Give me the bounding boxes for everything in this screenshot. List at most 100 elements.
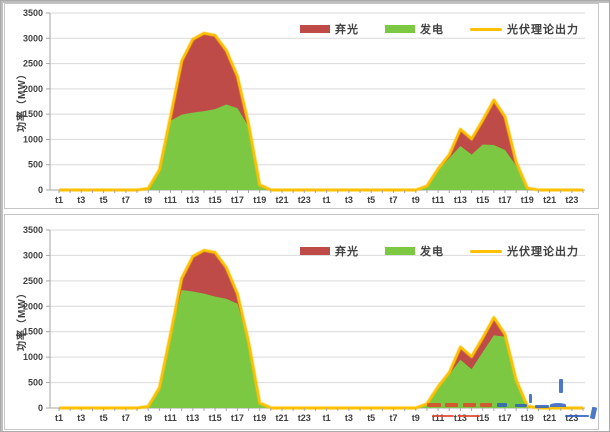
legend-item: 光伏理论出力 (470, 243, 579, 259)
x-tick-label: t1 (323, 195, 331, 205)
watermark-mark (550, 403, 566, 407)
x-tick-label: t21 (543, 413, 556, 423)
watermark-mark (515, 404, 527, 407)
x-tick-label: t13 (186, 195, 199, 205)
legend-item: 弃光 (300, 21, 359, 37)
x-tick-label: t9 (412, 195, 420, 205)
y-tick-label: 3000 (23, 33, 43, 43)
x-tick-label: t17 (498, 413, 511, 423)
watermark-mark (463, 403, 476, 407)
x-tick-label: t11 (164, 413, 177, 423)
x-tick-label: t7 (122, 195, 130, 205)
y-tick-label: 3000 (23, 250, 43, 260)
y-tick-label: 2500 (23, 59, 43, 69)
legend: 弃光 发电 光伏理论出力 (300, 243, 579, 259)
x-tick-label: t15 (476, 413, 489, 423)
y-tick-label: 500 (28, 378, 43, 388)
legend-item: 弃光 (300, 243, 359, 259)
chart-panel-bottom: 0 500 1000 1500 2000 2500 3000 3500 t1 t3 t5 t7 t9 t1… (4, 214, 599, 430)
x-tick-label: t7 (389, 413, 397, 423)
watermark-mark (529, 394, 532, 403)
x-tick-label: t3 (77, 413, 85, 423)
x-tick-label: t23 (565, 195, 578, 205)
watermark-mark (427, 403, 441, 407)
x-tick-label: t1 (323, 413, 331, 423)
legend-label: 弃光 (335, 246, 359, 258)
x-tick-label: t7 (122, 413, 130, 423)
x-tick-label: t19 (253, 195, 266, 205)
x-tick-label: t13 (186, 413, 199, 423)
watermark-mark (432, 415, 454, 417)
legend-item: 发电 (385, 21, 444, 37)
x-tick-label: t19 (521, 195, 534, 205)
watermark-mark (497, 403, 507, 407)
x-tick-label: t21 (543, 195, 556, 205)
y-tick-label: 3500 (23, 8, 43, 18)
generation-area (59, 290, 584, 408)
theoretical-line (59, 249, 584, 410)
x-tick-label: t9 (412, 413, 420, 423)
y-tick-label: 0 (38, 185, 43, 195)
x-tick-label: t23 (298, 195, 311, 205)
series-swatch (385, 25, 415, 33)
x-tick-label: t3 (77, 195, 85, 205)
x-tick-label: t19 (521, 413, 534, 423)
x-tick-label: t17 (231, 413, 244, 423)
y-axis-title: 功率（MW） (17, 68, 28, 132)
y-tick-label: 1000 (23, 134, 43, 144)
x-tick-label: t17 (231, 195, 244, 205)
x-tick-label: t3 (345, 413, 353, 423)
y-tick-label: 0 (38, 403, 43, 413)
x-tick-label: t11 (432, 413, 445, 423)
series-swatch (300, 25, 330, 33)
watermark-mark (565, 415, 589, 417)
x-tick-label: t11 (164, 195, 177, 205)
legend-label: 弃光 (335, 24, 359, 36)
x-tick-label: t21 (275, 195, 288, 205)
watermark-mark (559, 379, 563, 393)
x-tick-label: t3 (345, 195, 353, 205)
y-tick-label: 3500 (23, 225, 43, 235)
y-tick-label: 500 (28, 160, 43, 170)
x-tick-label: t1 (55, 413, 63, 423)
y-tick-label: 2500 (23, 276, 43, 286)
x-tick-label: t13 (454, 195, 467, 205)
x-tick-label: t11 (432, 195, 445, 205)
chart-panel-top: 0 500 1000 1500 2000 2500 3000 3500 t1 t3 t5 t7 t9 t1… (4, 3, 599, 209)
watermark-mark (480, 403, 492, 407)
theoretical-line-marker (470, 249, 502, 253)
x-tick-label: t21 (275, 413, 288, 423)
watermark-mark (445, 403, 458, 407)
legend-item: 发电 (385, 243, 444, 259)
watermark-mark (458, 415, 480, 417)
series-swatch (300, 247, 330, 255)
x-tick-label: t15 (209, 195, 222, 205)
x-tick-label: t5 (100, 195, 108, 205)
x-tick-label: t19 (253, 413, 266, 423)
x-tick-label: t23 (298, 413, 311, 423)
area-chart-bottom: 0 500 1000 1500 2000 2500 3000 3500 t1 t3 t5 t7 t9 t1… (23, 225, 585, 423)
x-tick-label: t1 (55, 195, 63, 205)
y-tick-label: 1000 (23, 352, 43, 362)
series-swatch (385, 247, 415, 255)
legend-label: 光伏理论出力 (507, 246, 579, 258)
x-tick-label: t5 (367, 413, 375, 423)
watermark-mark (535, 405, 549, 408)
x-tick-label: t13 (454, 413, 467, 423)
legend: 弃光 发电 光伏理论出力 (300, 21, 579, 37)
x-tick-label: t5 (100, 413, 108, 423)
legend-label: 发电 (420, 246, 444, 258)
y-tick-label: 1500 (23, 109, 43, 119)
x-tick-label: t15 (209, 413, 222, 423)
x-tick-label: t7 (389, 195, 397, 205)
y-tick-label: 2000 (23, 301, 43, 311)
x-tick-label: t9 (144, 195, 152, 205)
legend-label: 光伏理论出力 (507, 24, 579, 36)
x-tick-label: t15 (476, 195, 489, 205)
y-axis-title: 功率（MW） (17, 287, 28, 351)
x-tick-label: t9 (144, 413, 152, 423)
legend-label: 发电 (420, 24, 444, 36)
y-tick-label: 2000 (23, 84, 43, 94)
x-tick-label: t5 (367, 195, 375, 205)
